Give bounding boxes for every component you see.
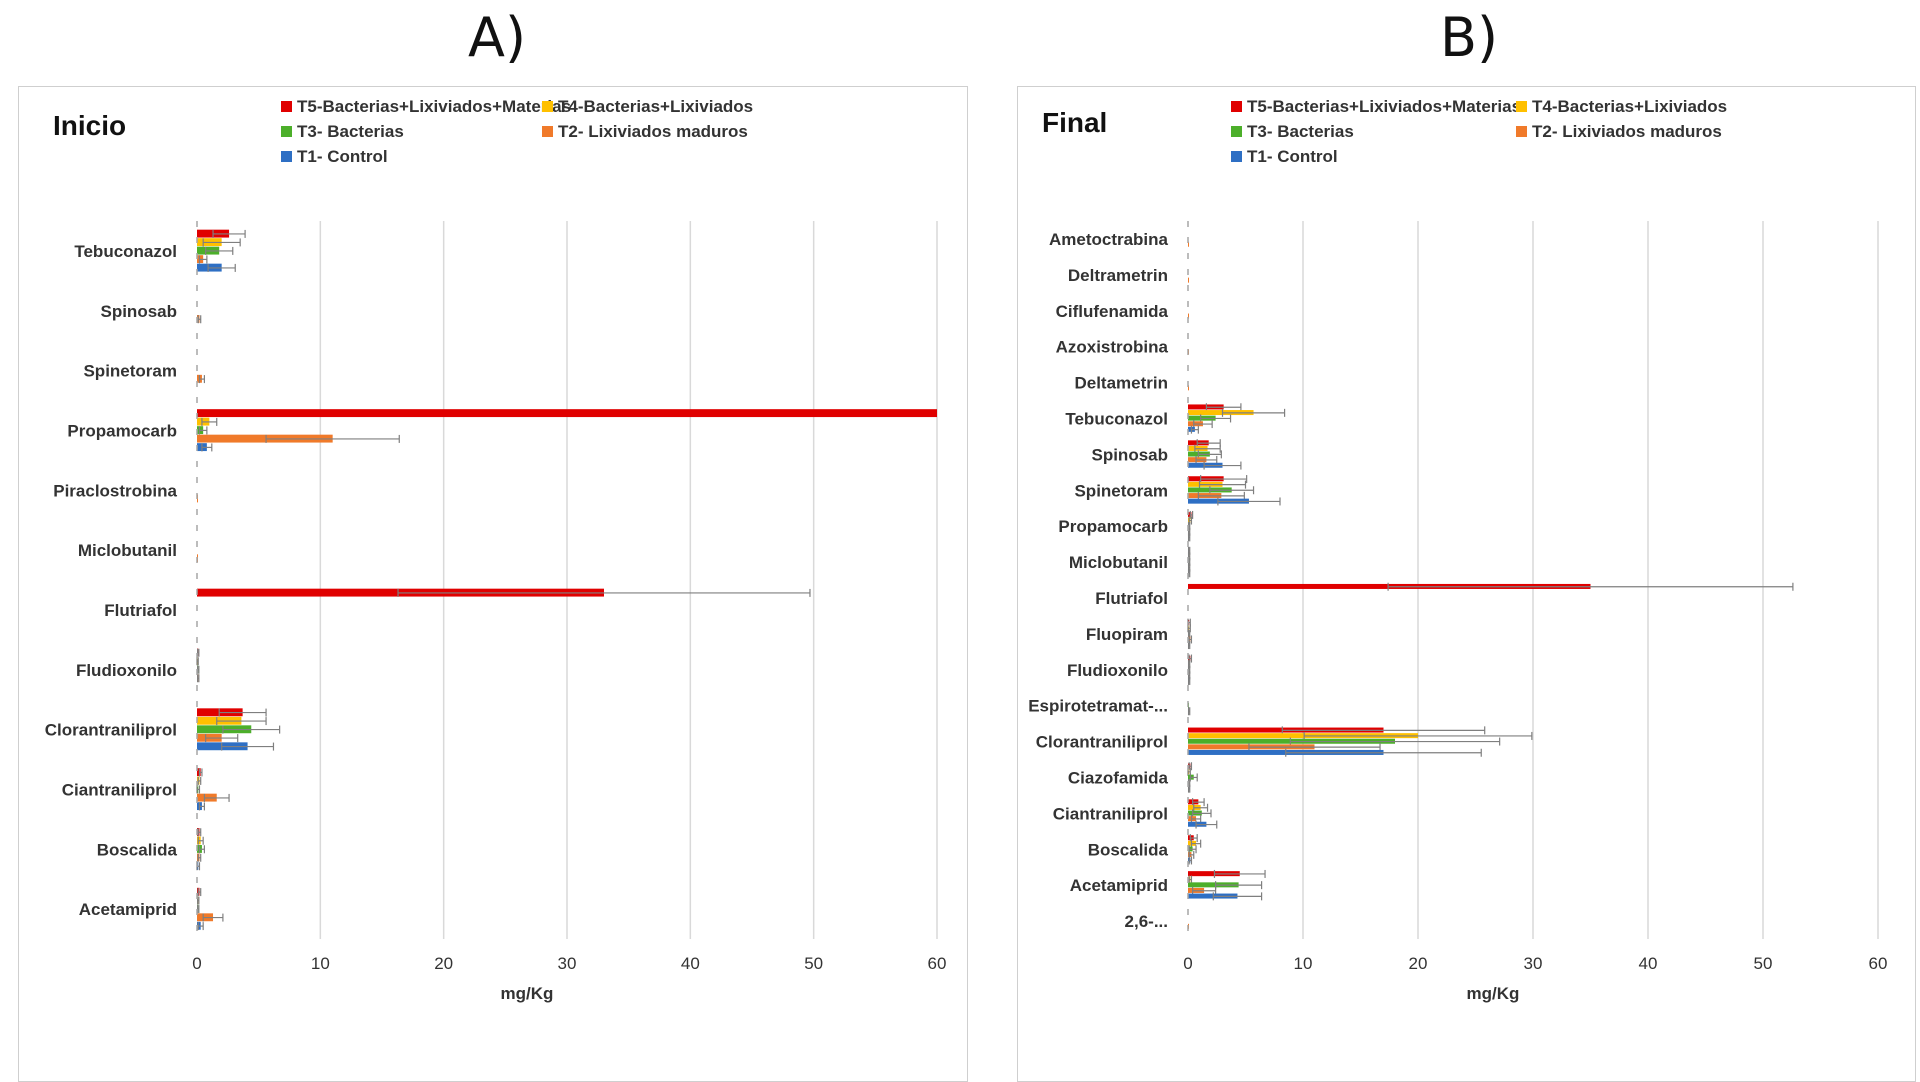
chart-panel-inicio: Inicio T5-Bacterias+Lixiviados+Materias T4… [18,86,968,1082]
legend-label-t3-bacterias: T3- Bacterias [1247,122,1354,141]
category-label-deltametrin: Deltametrin [1074,374,1168,393]
bar-t2-lixiviados-maduros-ametoctrabina [1188,241,1189,247]
category-label-spinetoram: Spinetoram [83,362,177,381]
category-label-spinetoram: Spinetoram [1074,481,1168,500]
category-label-boscalida: Boscalida [1088,840,1169,859]
x-tick-label: 50 [1754,954,1773,973]
chart-title: Final [1042,107,1107,138]
chart-final: Final T5-Bacterias+Lixiviados+Materias T4-… [1028,97,1888,1003]
category-label-ciflufenamida: Ciflufenamida [1056,302,1169,321]
category-label-spinosab: Spinosab [1091,445,1168,464]
category-label-ciantraniliprol: Ciantraniliprol [62,780,177,799]
legend-label-t5-bacterias-lixiviados-materias: T5-Bacterias+Lixiviados+Materias [1247,97,1521,116]
category-label-tebuconazol: Tebuconazol [74,242,177,261]
chart-title: Inicio [53,110,126,141]
legend-swatch-t1-control [1231,151,1242,162]
x-tick-label: 10 [311,954,330,973]
category-label-ciazofamida: Ciazofamida [1068,768,1169,787]
figure-label-b: B) [1440,6,1499,69]
legend-label-t1-control: T1- Control [1247,147,1338,166]
x-tick-label: 30 [1524,954,1543,973]
legend-label-t5-bacterias-lixiviados-materias: T5-Bacterias+Lixiviados+Materias [297,97,571,116]
x-tick-label: 10 [1294,954,1313,973]
legend-swatch-t4-bacterias-lixiviados [1516,101,1527,112]
bar-t2-lixiviados-maduros-deltametrin [1188,385,1189,391]
bar-t5-bacterias-lixiviados-materias-propamocarb [197,409,937,418]
category-label-miclobutanil: Miclobutanil [1069,553,1168,572]
category-label-fludioxonilo: Fludioxonilo [1067,661,1168,680]
category-label-miclobutanil: Miclobutanil [78,541,177,560]
chart-panel-final: Final T5-Bacterias+Lixiviados+Materias T4-… [1017,86,1916,1082]
category-label-acetamiprid: Acetamiprid [1070,876,1168,895]
category-label-azoxistrobina: Azoxistrobina [1056,338,1169,357]
legend-swatch-t2-lixiviados-maduros [542,126,553,137]
x-tick-label: 30 [558,954,577,973]
bar-t4-bacterias-lixiviados-tebuconazol [1188,410,1254,416]
category-label-spinosab: Spinosab [100,302,177,321]
category-label-ametoctrabina: Ametoctrabina [1049,230,1169,249]
x-tick-label: 0 [192,954,201,973]
category-label-boscalida: Boscalida [97,840,178,859]
x-tick-label: 20 [434,954,453,973]
legend-label-t2-lixiviados-maduros: T2- Lixiviados maduros [1532,122,1722,141]
bar-t5-bacterias-lixiviados-materias-ciantraniliprol [197,768,201,777]
category-label-fluopiram: Fluopiram [1086,625,1168,644]
legend-swatch-t1-control [281,151,292,162]
x-tick-label: 0 [1183,954,1192,973]
category-label-deltrametrin: Deltrametrin [1068,266,1168,285]
figure-label-a: A) [468,6,527,69]
x-tick-label: 40 [1639,954,1658,973]
x-tick-label: 60 [928,954,947,973]
bar-t2-lixiviados-maduros-propamocarb [197,434,333,443]
legend-swatch-t4-bacterias-lixiviados [542,101,553,112]
category-label-clorantraniliprol: Clorantraniliprol [1036,733,1168,752]
legend-swatch-t2-lixiviados-maduros [1516,126,1527,137]
category-label-propamocarb: Propamocarb [1058,517,1168,536]
x-tick-label: 60 [1869,954,1888,973]
bar-t2-lixiviados-maduros-deltrametrin [1188,277,1189,283]
x-tick-label: 20 [1409,954,1428,973]
x-tick-label: 50 [804,954,823,973]
chart-inicio: Inicio T5-Bacterias+Lixiviados+MateriasT4… [45,97,947,1003]
legend-label-t1-control: T1- Control [297,147,388,166]
legend-label-t3-bacterias: T3- Bacterias [297,122,404,141]
category-label-acetamiprid: Acetamiprid [79,900,177,919]
legend-label-t2-lixiviados-maduros: T2- Lixiviados maduros [558,122,748,141]
legend-swatch-t3-bacterias [1231,126,1242,137]
legend-swatch-t3-bacterias [281,126,292,137]
bar-t2-lixiviados-maduros-ciflufenamida [1188,313,1189,319]
x-axis-title: mg/Kg [1467,984,1520,1003]
category-label-piraclostrobina: Piraclostrobina [53,481,177,500]
category-label-clorantraniliprol: Clorantraniliprol [45,721,177,740]
legend-label-t4-bacterias-lixiviados: T4-Bacterias+Lixiviados [558,97,753,116]
bar-t4-bacterias-lixiviados-clorantraniliprol [1188,733,1418,739]
category-label-fludioxonilo: Fludioxonilo [76,661,177,680]
legend-swatch-t5-bacterias-lixiviados-materias [281,101,292,112]
category-label-flutriafol: Flutriafol [104,601,177,620]
category-label-2-6: 2,6-... [1125,912,1168,931]
x-tick-label: 40 [681,954,700,973]
x-axis-title: mg/Kg [501,984,554,1003]
category-label-ciantraniliprol: Ciantraniliprol [1053,804,1168,823]
category-label-flutriafol: Flutriafol [1095,589,1168,608]
legend-swatch-t5-bacterias-lixiviados-materias [1231,101,1242,112]
category-label-espirotetramat: Espirotetramat-... [1028,697,1168,716]
legend-label-t4-bacterias-lixiviados: T4-Bacterias+Lixiviados [1532,97,1727,116]
category-label-propamocarb: Propamocarb [67,421,177,440]
bar-t3-bacterias-acetamiprid [1188,882,1239,888]
category-label-tebuconazol: Tebuconazol [1065,409,1168,428]
